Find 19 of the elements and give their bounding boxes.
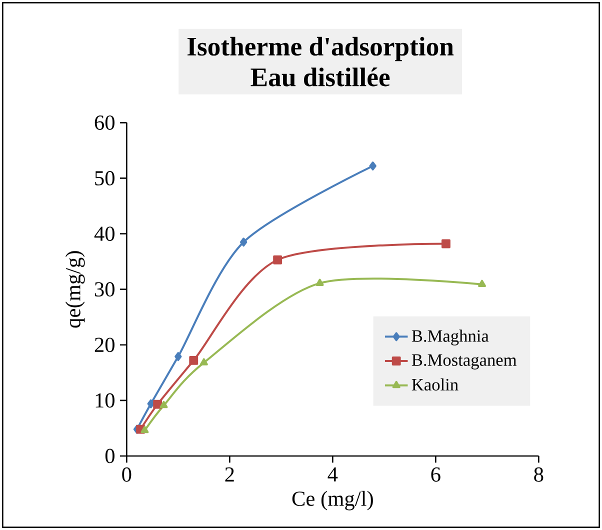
y-tick-label: 30 (94, 282, 114, 297)
legend-label: B.Mostaganem (412, 354, 517, 370)
y-tick-label: 10 (96, 393, 114, 408)
y-tick-label: 40 (94, 226, 114, 241)
legend-label: Kaolin (412, 378, 458, 391)
chart-subtitle: Eau distillée (250, 68, 390, 86)
y-tick-label: 0 (105, 448, 114, 464)
x-tick-label: 0 (122, 467, 132, 482)
y-tick-label: 20 (94, 338, 114, 352)
x-axis-title: Ce (mg/l) (292, 490, 373, 510)
x-tick-label: 8 (534, 467, 544, 482)
y-tick-label: 50 (95, 171, 114, 186)
x-tick-label: 4 (328, 467, 338, 482)
x-tick-label: 6 (431, 467, 440, 482)
y-tick-label: 60 (94, 115, 114, 130)
legend-label: B.Maghnia (412, 330, 489, 346)
y-axis-title: qe(mg/g) (65, 251, 85, 328)
chart-title: Isotherme d'adsorption (188, 36, 454, 62)
x-tick-label: 2 (225, 467, 234, 482)
